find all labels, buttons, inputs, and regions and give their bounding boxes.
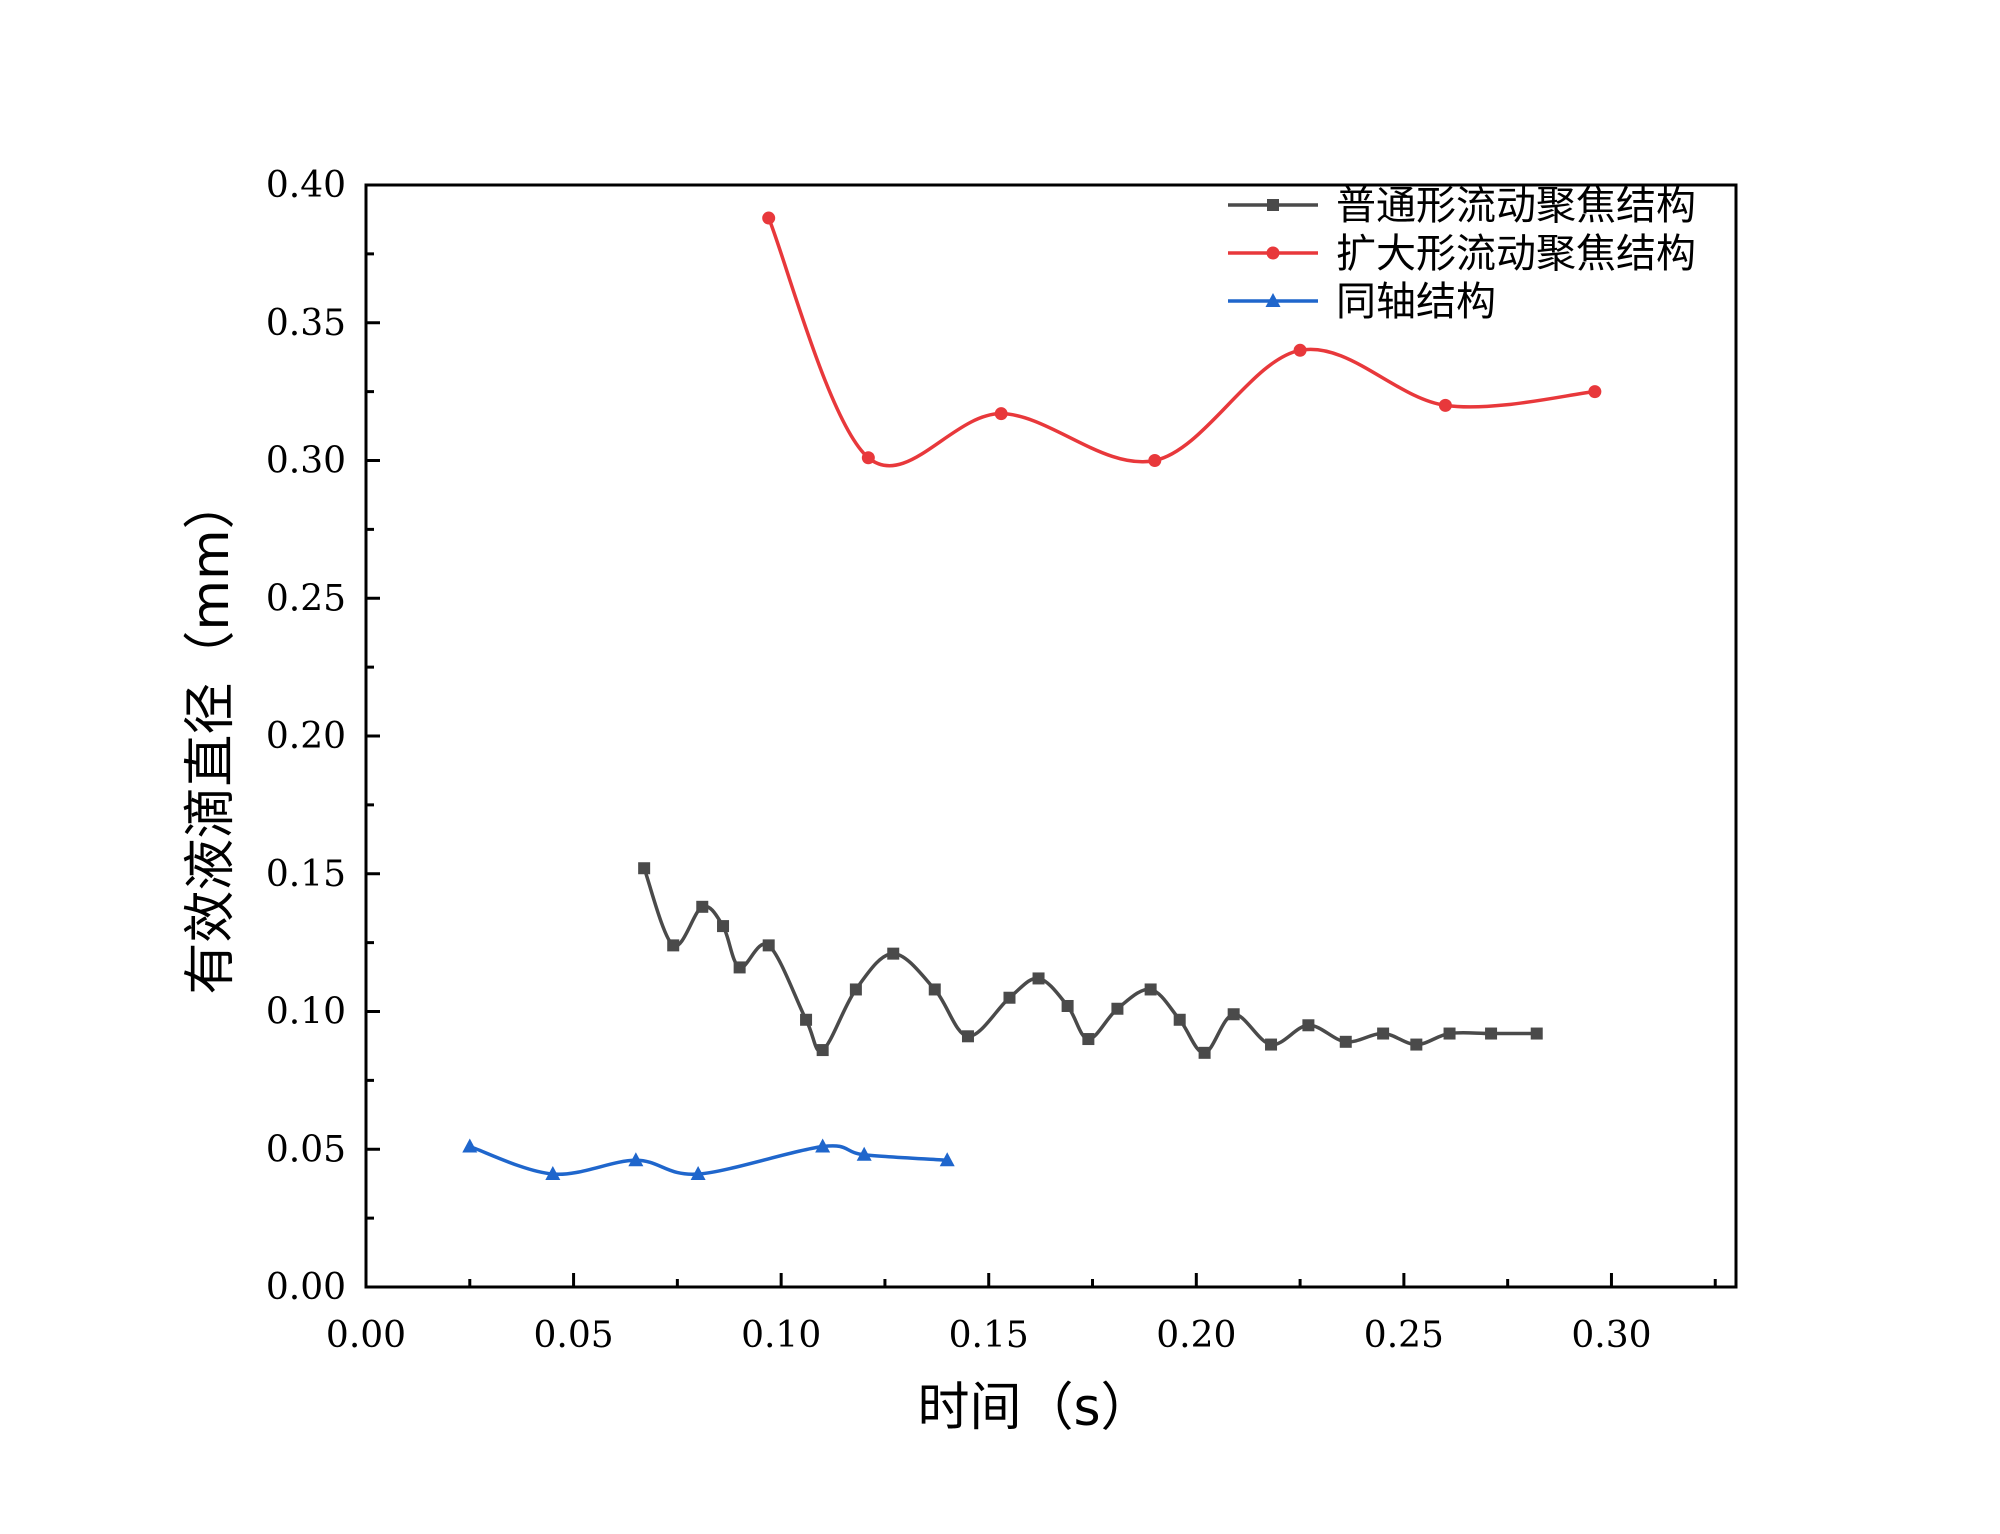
series-1-point: [1410, 1038, 1423, 1051]
series-1-point: [1302, 1019, 1315, 1032]
x-tick-label: 0.00: [326, 1315, 406, 1356]
y-axis-title: 有效液滴直径（mm）: [181, 477, 241, 994]
x-tick-label: 0.30: [1571, 1315, 1651, 1356]
series-3-point: [690, 1166, 706, 1181]
series-1-point: [1265, 1038, 1278, 1051]
series-3-point: [628, 1152, 644, 1167]
y-tick-label: 0.35: [266, 303, 346, 344]
legend-swatch-marker: [1265, 293, 1281, 307]
series-layer: [462, 211, 1602, 1181]
y-tick-label: 0.20: [266, 716, 346, 757]
legend-swatch-marker: [1266, 246, 1280, 260]
x-tick-label: 0.20: [1156, 1315, 1236, 1356]
series-1-point: [816, 1044, 829, 1057]
series-3: [462, 1138, 955, 1181]
series-1-point: [1003, 991, 1016, 1004]
series-1-point: [928, 983, 941, 996]
legend-label: 扩大形流动聚焦结构: [1336, 231, 1696, 277]
series-1-point: [1061, 999, 1074, 1012]
series-2-point: [1588, 385, 1602, 399]
series-1-point: [1198, 1046, 1211, 1059]
series-2-point: [1148, 454, 1162, 467]
series-1-point: [733, 961, 746, 974]
series-1-point: [717, 920, 730, 933]
y-tick-label: 0.30: [266, 441, 346, 482]
x-axis-title: 时间（s）: [917, 1378, 1152, 1438]
series-1-point: [1032, 972, 1045, 985]
series-1-point: [1111, 1002, 1124, 1015]
y-tick-label: 0.00: [266, 1267, 346, 1308]
series-3-point: [939, 1152, 955, 1167]
series-2-point: [861, 451, 875, 465]
series-1-point: [638, 862, 651, 875]
series-3-line: [469, 1144, 948, 1176]
legend-swatch-marker: [1267, 199, 1279, 211]
series-1-point: [1377, 1027, 1390, 1040]
series-3-point: [462, 1138, 478, 1153]
series-1-point: [1443, 1027, 1456, 1040]
x-tick-label: 0.15: [949, 1315, 1029, 1356]
plot-frame: [364, 183, 1738, 1289]
series-1-point: [887, 947, 900, 960]
series-2: [762, 211, 1602, 468]
legend-item-2: 扩大形流动聚焦结构: [1228, 231, 1696, 277]
series-1-point: [762, 939, 775, 952]
series-2-point: [762, 211, 776, 225]
series-2-point: [1293, 343, 1307, 357]
y-tick-label: 0.10: [266, 992, 346, 1033]
series-1-point: [1173, 1013, 1186, 1026]
series-1-point: [696, 900, 709, 913]
y-tick-label: 0.25: [266, 578, 346, 619]
series-1-point: [1339, 1035, 1352, 1048]
series-1-point: [1082, 1033, 1095, 1046]
series-2-point: [1438, 398, 1452, 412]
axis-ticks: 0.00 0.05 0.10 0.15 0.20 0.25 0.30 0.00 0.05 0.10…: [266, 165, 1717, 1356]
y-tick-label: 0.05: [266, 1129, 346, 1170]
series-3-point: [815, 1138, 831, 1153]
y-tick-label: 0.15: [266, 854, 346, 895]
series-1-point: [667, 939, 680, 952]
series-1-point: [1485, 1027, 1498, 1040]
series-1-point: [1530, 1027, 1543, 1040]
series-1-line: [642, 867, 1537, 1055]
legend-label: 同轴结构: [1336, 279, 1496, 325]
series-1-point: [800, 1013, 813, 1026]
x-tick-label: 0.05: [533, 1315, 613, 1356]
legend-label: 普通形流动聚焦结构: [1336, 183, 1696, 229]
series-1: [638, 862, 1543, 1059]
x-tick-label: 0.10: [741, 1315, 821, 1356]
series-1-point: [1144, 983, 1157, 996]
series-3-point: [545, 1166, 561, 1181]
series-3-point: [856, 1146, 872, 1161]
series-2-point: [994, 407, 1008, 421]
series-1-point: [849, 983, 862, 996]
y-tick-label: 0.40: [266, 165, 346, 206]
legend-item-1: 普通形流动聚焦结构: [1228, 183, 1696, 229]
legend-item-3: 同轴结构: [1228, 279, 1496, 325]
series-1-point: [1227, 1008, 1240, 1021]
series-1-point: [961, 1030, 974, 1043]
x-tick-label: 0.25: [1364, 1315, 1444, 1356]
